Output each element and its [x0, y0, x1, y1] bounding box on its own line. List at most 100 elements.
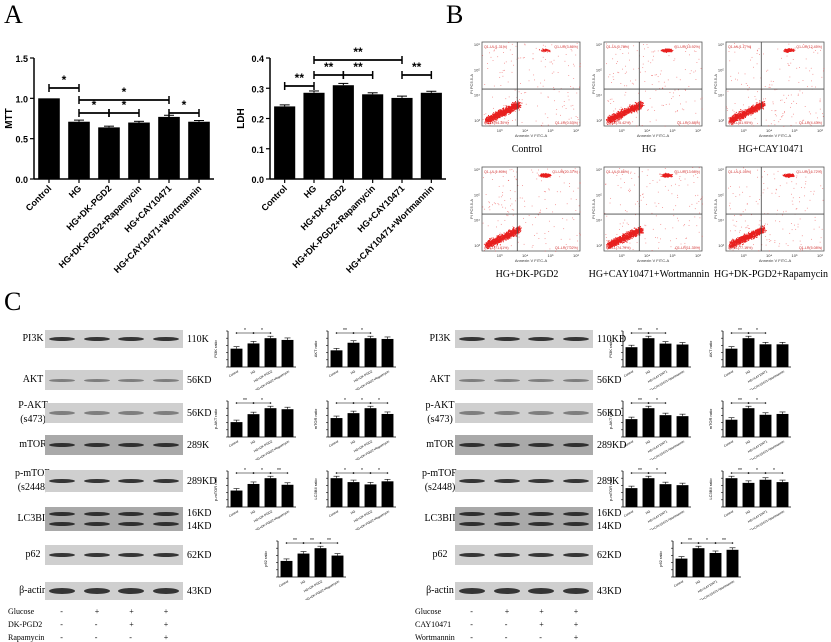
- x-tick-label: HG: [250, 369, 257, 375]
- significance-marker: *: [62, 73, 67, 87]
- treatment-label: DK-PGD2: [8, 620, 42, 629]
- significance-marker: *: [378, 398, 380, 404]
- treatment-sign: -: [129, 633, 132, 642]
- bar: [231, 491, 243, 507]
- x-tick-label: Control: [723, 509, 734, 518]
- x-tick-label: HG: [745, 509, 752, 515]
- protein-band: [563, 479, 589, 483]
- x-tick-label: HG: [645, 439, 652, 445]
- significance-marker: *: [261, 328, 263, 334]
- significance-marker: *: [378, 468, 380, 474]
- quadrant-lr-label: Q1-LR(0.88%): [677, 121, 700, 125]
- bar: [726, 478, 738, 507]
- bar: [365, 408, 377, 437]
- quadrant-ur-label: Q1-UR(12.45%): [796, 45, 822, 49]
- svg-text:10⁵: 10⁵: [718, 67, 724, 72]
- x-tick-label: HG: [745, 439, 752, 445]
- significance-marker: *: [361, 468, 363, 474]
- significance-marker: *: [344, 398, 346, 404]
- quadrant-ul-label: Q1-UL(1.05%): [728, 170, 751, 174]
- x-tick-label: HG: [250, 509, 257, 515]
- protein-band: [494, 479, 520, 483]
- treatment-sign: -: [505, 633, 508, 642]
- significance-marker: **: [293, 538, 297, 544]
- bar: [421, 93, 442, 179]
- significance-marker: *: [92, 98, 97, 112]
- bar: [726, 349, 738, 367]
- bar: [348, 343, 360, 367]
- protein-band: [153, 411, 179, 415]
- bar: [677, 345, 689, 368]
- treatment-sign: +: [574, 607, 579, 616]
- bar: [777, 482, 789, 507]
- quadrant-ur-label: Q1-UR(16.72%): [796, 170, 822, 174]
- y-axis-label: LDH: [236, 108, 247, 129]
- quadrant-lr-label: Q1-LR(11.35%): [675, 246, 700, 250]
- protein-band: [459, 379, 485, 382]
- significance-marker: *: [261, 468, 263, 474]
- x-axis-label: Annexin V FITC-A: [759, 258, 792, 263]
- protein-band: [153, 588, 179, 594]
- x-axis-label: Annexin V FITC-A: [759, 133, 792, 138]
- panel-label-b: B: [446, 0, 463, 30]
- treatment-sign: -: [60, 620, 63, 629]
- bar: [382, 481, 394, 507]
- significance-marker: **: [738, 468, 742, 474]
- bar: [676, 559, 688, 577]
- treatment-sign: -: [470, 607, 473, 616]
- protein-band: [563, 379, 589, 382]
- significance-marker: **: [277, 468, 281, 474]
- bar: [743, 338, 755, 367]
- x-tick-label: Control: [259, 183, 289, 213]
- quadrant-lr-label: Q1-LR(7.02%): [555, 246, 578, 250]
- protein-band: [563, 522, 589, 526]
- significance-marker: **: [688, 538, 692, 544]
- y-axis-label: p-mTOR ratio: [608, 476, 613, 501]
- svg-text:10⁶: 10⁶: [596, 42, 602, 47]
- significance-marker: *: [244, 328, 246, 334]
- flow-plot-caption: Control: [462, 144, 592, 155]
- x-axis-label: Annexin V FITC-A: [637, 133, 670, 138]
- treatment-sign: -: [470, 633, 473, 642]
- significance-marker: **: [327, 538, 331, 544]
- significance-marker: *: [244, 468, 246, 474]
- treatment-sign: +: [574, 620, 579, 629]
- protein-band: [494, 337, 520, 341]
- protein-band: [118, 379, 144, 382]
- quadrant-ur-label: Q1-UR(15.92%): [674, 45, 700, 49]
- protein-band: [494, 379, 520, 382]
- significance-marker: **: [722, 538, 726, 544]
- x-tick-label: Control: [24, 183, 54, 213]
- bar: [726, 420, 738, 437]
- significance-marker: *: [361, 328, 363, 334]
- protein-band: [563, 553, 589, 557]
- protein-band: [84, 512, 110, 516]
- y-tick-label: 0.0: [15, 175, 28, 185]
- y-tick-label: 1.5: [15, 54, 28, 64]
- bar: [643, 408, 655, 437]
- x-tick-label: HG: [350, 369, 357, 375]
- bar: [128, 123, 150, 179]
- protein-band: [528, 379, 554, 382]
- bar: [38, 98, 60, 179]
- bar: [333, 85, 354, 179]
- flow-plot-caption: HG+CAY10471+Wortmannin: [584, 269, 714, 280]
- y-tick-label: 0.5: [15, 135, 28, 145]
- treatment-sign: -: [60, 633, 63, 642]
- protein-band: [153, 553, 179, 557]
- y-tick-label: 0.1: [251, 145, 264, 155]
- quadrant-ul-label: Q1-UL(1.00%): [484, 170, 507, 174]
- protein-band: [84, 379, 110, 382]
- x-axis-label: Annexin V FITC-A: [515, 133, 548, 138]
- significance-marker: **: [324, 60, 334, 74]
- bar: [331, 478, 343, 507]
- protein-band: [494, 512, 520, 516]
- x-tick-label: Control: [328, 369, 339, 378]
- bar: [660, 344, 672, 367]
- bar: [315, 548, 327, 577]
- svg-text:10⁶: 10⁶: [817, 128, 823, 133]
- bar: [158, 117, 180, 179]
